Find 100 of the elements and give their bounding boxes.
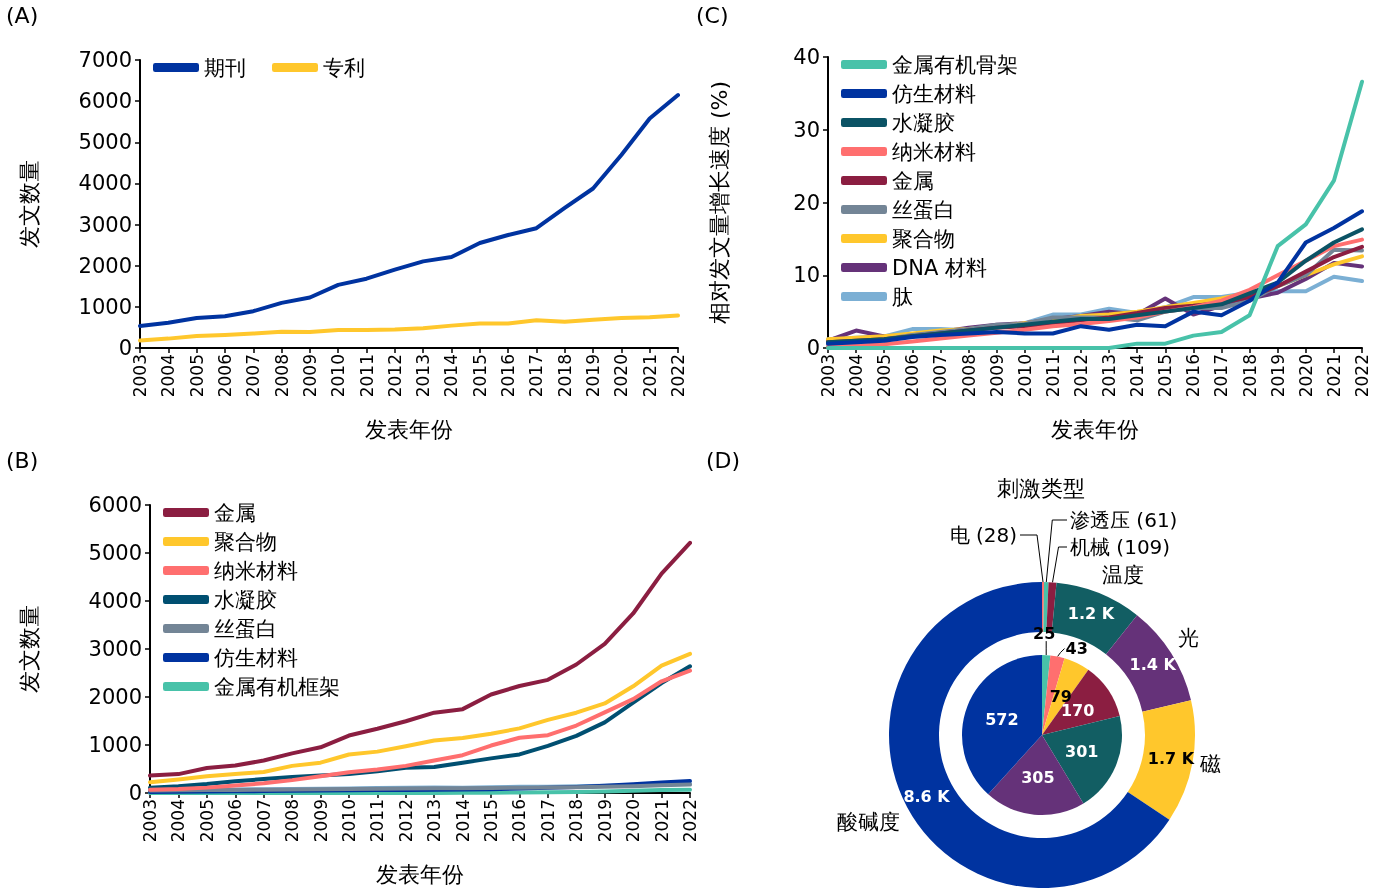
y-tick-label: 3000 [78,212,132,237]
legend-label: 聚合物 [214,529,277,554]
y-tick-label: 4000 [78,171,132,196]
x-tick-label: 2015 [469,354,490,398]
y-tick-label: 0 [128,781,142,805]
x-tick-label: 2012 [395,799,416,843]
x-tick-label: 2004 [846,354,867,398]
y-tick-label: 2000 [78,253,132,278]
legend-label: 金属有机骨架 [892,52,1018,77]
x-tick-label: 2019 [1267,354,1288,398]
x-tick-label: 2010 [328,354,349,398]
x-tick-label: 2019 [583,354,604,398]
y-tick-label: 4000 [88,589,142,613]
x-tick-label: 2019 [594,799,615,843]
y-axis-title: 发文数量 [16,605,42,693]
x-tick-label: 2006 [225,799,246,843]
y-tick-label: 2000 [88,685,142,709]
text: (B) [6,447,39,473]
data-label: 572 [985,710,1019,729]
y-tick-label: 40 [793,45,820,69]
legend-label: 纳米材料 [892,139,976,164]
x-tick-label: 2013 [424,799,445,843]
slice-label: 渗透压 (61) [1070,508,1178,532]
x-tick-label: 2015 [481,799,502,843]
y-tick-label: 6000 [78,89,132,114]
x-tick-label: 2016 [498,354,519,398]
legend-label: 丝蛋白 [892,197,955,222]
data-label: 8.6 K [903,787,951,807]
legend-label: 仿生材料 [891,81,976,106]
text: (C) [696,2,729,28]
x-tick-label: 2016 [1183,354,1204,398]
y-tick-label: 1000 [88,733,142,757]
legend-label: 肽 [892,284,913,309]
x-tick-label: 2017 [526,354,547,398]
x-tick-label: 2016 [509,799,530,843]
x-tick-label: 2020 [623,799,644,843]
x-tick-label: 2010 [338,799,359,843]
x-tick-label: 2020 [611,354,632,398]
x-tick-label: 2022 [680,799,700,843]
x-tick-label: 2005 [196,799,217,843]
y-tick-label: 0 [118,336,132,360]
x-tick-label: 2007 [253,799,274,843]
data-label: 170 [1060,701,1095,721]
y-tick-label: 30 [793,117,820,142]
x-tick-label: 2003 [818,354,838,398]
x-tick-label: 2021 [1323,354,1344,398]
x-tick-label: 2006 [902,354,923,398]
x-tick-label: 2005 [186,354,207,398]
slice-label: 磁 [1199,751,1222,776]
legend-label: 仿生材料 [213,645,298,670]
x-tick-label: 2010 [1014,354,1035,398]
x-tick-label: 2014 [1127,354,1148,398]
y-axis-title: 发文数量 [16,160,42,248]
x-tick-label: 2017 [537,799,558,843]
x-tick-label: 2011 [1042,354,1063,398]
x-tick-label: 2007 [243,354,264,398]
x-tick-label: 2004 [168,799,189,843]
x-tick-label: 2008 [958,354,979,398]
x-tick-label: 2022 [1352,354,1372,398]
y-tick-label: 3000 [88,637,142,661]
line-series [138,313,680,343]
x-tick-label: 2018 [554,354,575,398]
x-tick-label: 2018 [566,799,587,843]
x-tick-label: 2009 [310,799,331,843]
legend-label: DNA 材料 [892,255,987,280]
data-label: 1.2 K [1067,603,1115,623]
data-label: 1.4 K [1129,655,1177,675]
legend-label: 水凝胶 [214,587,277,612]
x-tick-label: 2012 [384,354,405,398]
slice-label: 温度 [1102,563,1145,588]
x-tick-label: 2018 [1239,354,1260,398]
slice-label: 光 [1178,626,1200,651]
x-tick-label: 2007 [930,354,951,398]
x-tick-label: 2021 [651,799,672,843]
x-tick-label: 2021 [639,354,660,398]
legend-label: 纳米材料 [214,558,298,583]
x-tick-label: 2008 [271,354,292,398]
y-tick-label: 20 [793,190,820,215]
slice-label: 电 (28) [949,523,1017,547]
x-axis-title: 发表年份 [1051,416,1139,442]
x-tick-label: 2011 [356,354,377,398]
x-axis-title: 发表年份 [365,416,453,442]
text: (A) [6,2,39,28]
x-tick-label: 2017 [1211,354,1232,398]
x-tick-label: 2003 [130,354,150,398]
x-tick-label: 2011 [367,799,388,843]
x-axis-title: 发表年份 [376,861,464,887]
slice-label: 酸碱度 [837,809,901,834]
y-tick-label: 6000 [88,493,142,517]
y-tick-label: 1000 [78,294,132,319]
legend-label: 丝蛋白 [214,616,277,641]
legend-label: 期刊 [204,55,246,80]
y-tick-label: 10 [793,263,820,288]
x-tick-label: 2003 [140,799,160,843]
data-label: 305 [1021,768,1055,788]
data-label: 43 [1065,639,1088,659]
x-tick-label: 2009 [299,354,320,398]
x-tick-label: 2014 [452,799,473,843]
legend-label: 金属 [214,500,256,525]
x-tick-label: 2014 [441,354,462,398]
